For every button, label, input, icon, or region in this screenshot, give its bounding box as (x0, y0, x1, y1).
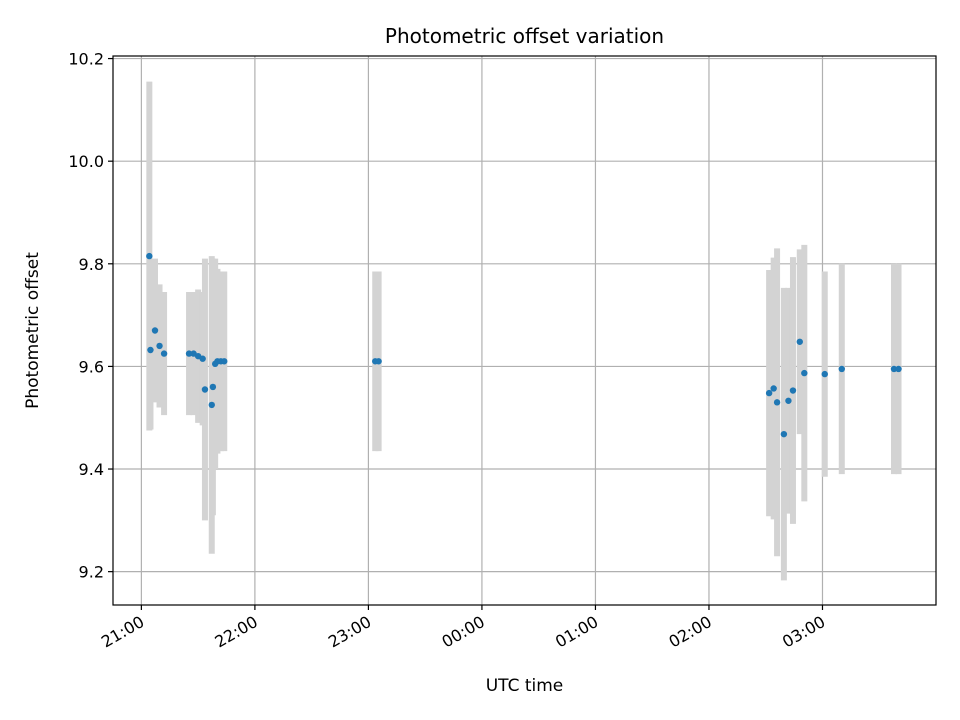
data-point (796, 338, 803, 345)
data-point (890, 365, 898, 373)
data-point (146, 252, 153, 260)
data-point (156, 342, 163, 350)
data-point (199, 355, 206, 362)
data-point (147, 346, 154, 354)
data-point (765, 389, 773, 397)
y-tick-label: 9.2 (79, 563, 104, 582)
data-point (785, 397, 792, 404)
x-axis-label: UTC time (486, 676, 564, 696)
y-axis-label: Photometric offset (23, 252, 43, 409)
data-point (209, 383, 217, 391)
data-point (801, 369, 808, 377)
data-point (185, 350, 193, 357)
y-tick-label: 10.2 (68, 50, 104, 69)
data-point (375, 358, 382, 365)
data-point (789, 387, 797, 394)
data-point (201, 386, 209, 393)
data-point (821, 370, 828, 378)
data-points (146, 252, 902, 438)
data-point (151, 327, 159, 334)
chart-title: Photometric offset variation (385, 24, 664, 48)
data-point (221, 358, 228, 365)
y-tick-label: 10.0 (68, 152, 104, 171)
data-point (780, 430, 788, 438)
y-tick-label: 9.8 (79, 255, 104, 274)
data-point (208, 401, 215, 409)
plot-frame (112, 55, 937, 606)
data-point (838, 365, 845, 373)
data-point (770, 385, 777, 392)
data-point (160, 350, 168, 357)
y-tick-label: 9.6 (79, 357, 104, 376)
y-tick-label: 9.4 (79, 460, 104, 479)
data-point (895, 365, 902, 373)
data-point (773, 399, 781, 406)
